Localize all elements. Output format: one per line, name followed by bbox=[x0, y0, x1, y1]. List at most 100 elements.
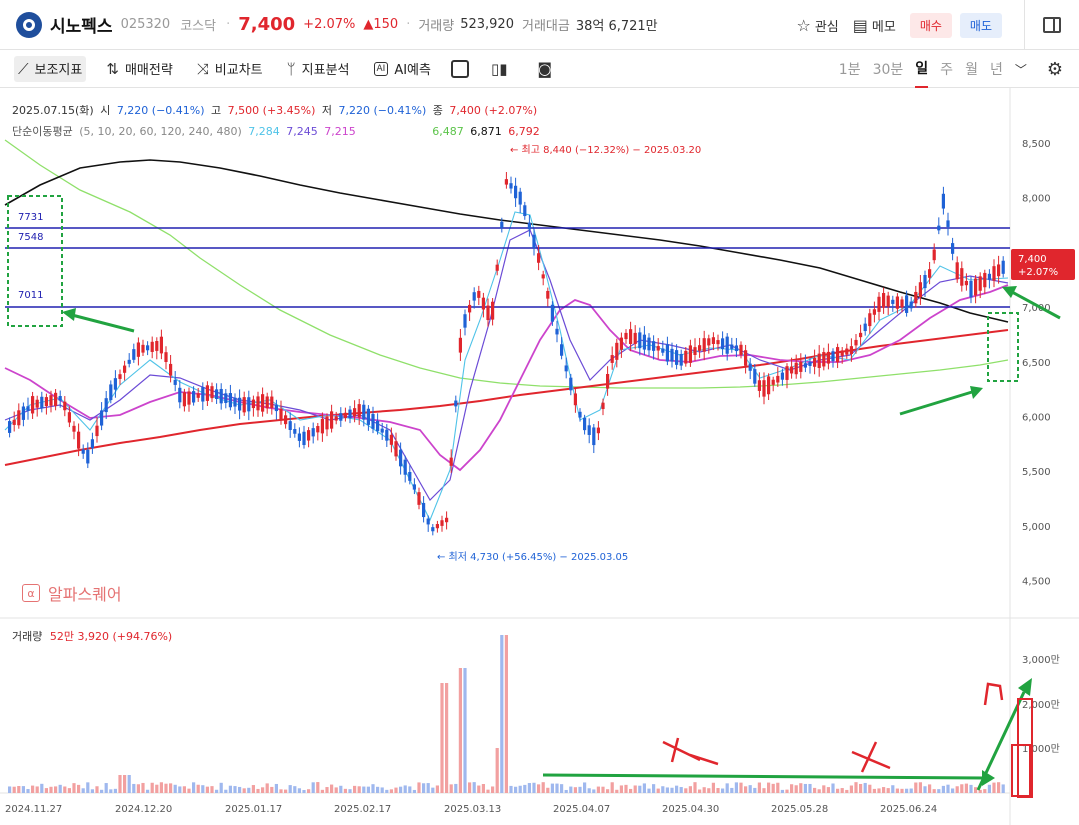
candle-body bbox=[514, 185, 518, 199]
volume-bar bbox=[716, 788, 720, 793]
candle-body bbox=[72, 425, 76, 432]
drawing-arrow-lower-right bbox=[899, 390, 973, 416]
price-chart-svg[interactable]: 7731 7548 7011 ← 최고 8,440 (−12.32%) − 20… bbox=[0, 88, 1079, 825]
candle-body bbox=[192, 391, 196, 403]
volume-bar bbox=[12, 786, 16, 793]
volume-bar bbox=[647, 788, 651, 793]
settings-gear-icon[interactable]: ⚙ bbox=[1046, 58, 1063, 80]
period-week[interactable]: 주 bbox=[940, 62, 954, 78]
volume-bar bbox=[449, 784, 453, 793]
period-30min[interactable]: 30분 bbox=[872, 62, 904, 78]
chart-area[interactable]: 7731 7548 7011 ← 최고 8,440 (−12.32%) − 20… bbox=[0, 88, 1079, 825]
volume-bar bbox=[831, 783, 835, 793]
candle-body bbox=[403, 459, 407, 475]
amount-label: 거래대금 bbox=[521, 19, 570, 34]
low-value: 7,220 (−0.41%) bbox=[338, 104, 427, 117]
volume-bar bbox=[725, 783, 729, 793]
volume-bar bbox=[40, 783, 44, 793]
volume-bar bbox=[987, 784, 991, 793]
volume-bar bbox=[72, 783, 76, 793]
volume-bar bbox=[481, 783, 485, 793]
volume-info-label: 거래량 bbox=[12, 630, 43, 643]
ai-predict-button[interactable]: AI AI예측 bbox=[370, 56, 435, 82]
volume-bar bbox=[274, 783, 278, 793]
watchlist-button[interactable]: ☆ 관심 bbox=[797, 16, 839, 35]
candle-body bbox=[63, 401, 67, 411]
volume-bar bbox=[895, 788, 899, 793]
period-month[interactable]: 월 bbox=[965, 62, 978, 78]
period-1min[interactable]: 1분 bbox=[838, 62, 861, 78]
volume-bar bbox=[537, 784, 541, 793]
candle-body bbox=[219, 388, 223, 404]
x-tick-label: 2024.11.27 bbox=[5, 804, 62, 815]
candle-body bbox=[136, 342, 140, 357]
period-year[interactable]: 년 bbox=[989, 62, 1003, 78]
chart-toolbar: ⟋ 보조지표 ⇅ 매매전략 ⤨ 비교차트 ᛘ 지표분석 AI AI예측 ▯▮ ◙… bbox=[0, 50, 1079, 88]
screenshot-button[interactable]: ◙ bbox=[533, 56, 562, 82]
volume-bar bbox=[426, 783, 430, 793]
volume-tick-label: 2,000만 bbox=[1022, 699, 1060, 711]
candle-body bbox=[688, 345, 692, 363]
candle-body bbox=[684, 350, 688, 364]
candle-body bbox=[343, 412, 347, 419]
volume-bar bbox=[762, 788, 766, 793]
buy-button[interactable]: 매수 bbox=[909, 12, 952, 38]
candle-style-button[interactable]: ▯▮ bbox=[487, 56, 518, 82]
volume-bar bbox=[757, 782, 761, 793]
close-label: 종 bbox=[432, 104, 443, 117]
volume-bar bbox=[601, 786, 605, 793]
ma-value-240: 6,871 bbox=[470, 125, 502, 138]
stock-header: 시노펙스 025320 코스닥 · 7,400 +2.07% ▲150 · 거래… bbox=[0, 0, 1079, 50]
volume-bar bbox=[960, 784, 964, 793]
memo-button[interactable]: ▤ 메모 bbox=[853, 16, 896, 35]
candle-body bbox=[316, 426, 320, 433]
volume-bar bbox=[54, 786, 58, 793]
candle-body bbox=[679, 353, 683, 366]
candle-body bbox=[518, 191, 522, 205]
ai-chip-icon: AI bbox=[373, 61, 389, 76]
sell-button[interactable]: 매도 bbox=[959, 12, 1002, 38]
candle-body bbox=[422, 502, 426, 518]
analysis-button[interactable]: ᛘ 지표분석 bbox=[283, 56, 354, 82]
y-tick-label: 5,000 bbox=[1022, 522, 1051, 533]
chart-type-square-icon[interactable] bbox=[450, 59, 469, 78]
candle-body bbox=[675, 350, 679, 365]
side-panel-icon[interactable] bbox=[1043, 17, 1061, 33]
chevron-down-icon[interactable]: ﹀ bbox=[1014, 62, 1027, 77]
ma-20-line bbox=[4, 229, 1009, 501]
candle-body bbox=[964, 280, 968, 286]
indicator-button[interactable]: ⟋ 보조지표 bbox=[14, 55, 87, 82]
volume-bar bbox=[389, 789, 393, 793]
candle-body bbox=[596, 427, 600, 434]
candle-body bbox=[730, 344, 734, 349]
volume-bar bbox=[748, 785, 752, 793]
candle-body bbox=[753, 369, 757, 384]
candle-body bbox=[840, 350, 844, 356]
candle-body bbox=[454, 400, 458, 407]
x-tick-label: 2025.05.28 bbox=[771, 804, 828, 815]
last-price-tag-pct: +2.07% bbox=[1018, 267, 1058, 278]
compare-button[interactable]: ⤨ 비교차트 bbox=[193, 56, 267, 82]
candlestick-series bbox=[8, 172, 1005, 536]
volume-bar bbox=[445, 683, 449, 793]
strategy-button[interactable]: ⇅ 매매전략 bbox=[102, 56, 176, 82]
candle-body bbox=[159, 336, 163, 354]
volume-bar bbox=[8, 786, 12, 793]
volume-bar bbox=[261, 787, 265, 793]
drawing-dotted-box-right bbox=[987, 312, 1019, 382]
star-icon: ☆ bbox=[796, 15, 811, 35]
volume-bar bbox=[941, 785, 945, 793]
watchlist-label: 관심 bbox=[814, 19, 839, 35]
period-day[interactable]: 일 bbox=[915, 50, 929, 88]
candle-body bbox=[228, 393, 232, 408]
y-tick-label: 6,000 bbox=[1022, 413, 1051, 424]
volume-bar bbox=[35, 786, 39, 793]
volume-bar bbox=[86, 782, 90, 793]
volume-bar bbox=[527, 783, 531, 793]
candle-body bbox=[297, 433, 301, 441]
market-name: 코스닥 bbox=[180, 19, 217, 34]
candle-body bbox=[426, 518, 430, 525]
volume-bar bbox=[90, 789, 94, 793]
volume-bar bbox=[918, 782, 922, 793]
candle-body bbox=[937, 225, 941, 231]
